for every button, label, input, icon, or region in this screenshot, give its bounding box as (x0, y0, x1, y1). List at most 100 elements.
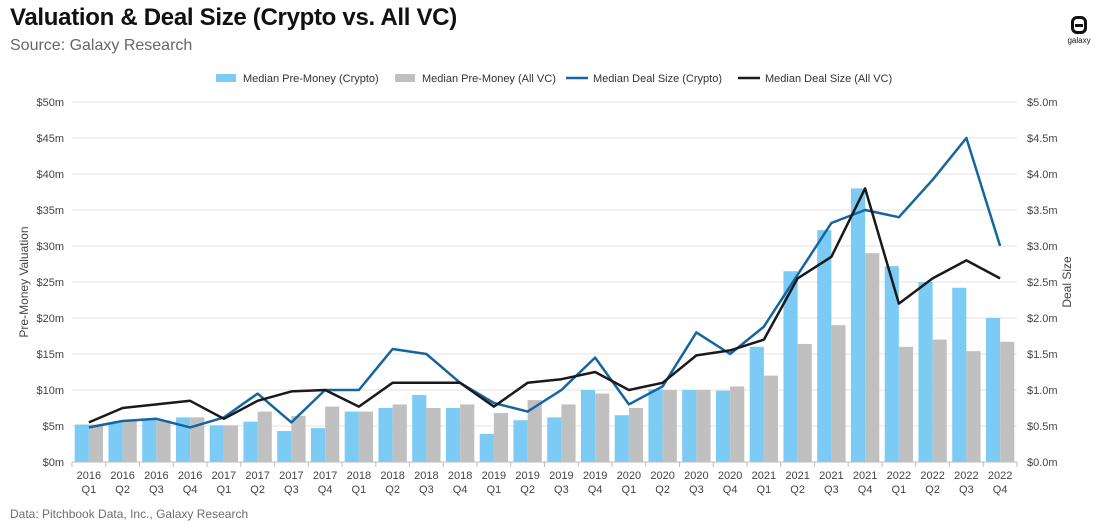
x-tick-label-quarter: Q3 (419, 484, 434, 496)
x-tick-label-quarter: Q2 (655, 484, 670, 496)
bar-pre-money-crypto (108, 422, 123, 462)
x-tick-label-year: 2017 (212, 470, 236, 482)
x-tick-label-year: 2019 (549, 470, 573, 482)
source-footnote: Data: Pitchbook Data, Inc., Galaxy Resea… (10, 507, 249, 521)
y2-axis-title: Deal Size (1060, 256, 1074, 308)
bar-pre-money-crypto (783, 271, 798, 462)
x-tick-label-quarter: Q3 (284, 484, 299, 496)
bar-pre-money-all-vc (932, 339, 947, 462)
x-tick-label-year: 2021 (853, 470, 877, 482)
bar-pre-money-crypto (310, 428, 326, 462)
y-tick-label: $45m (36, 133, 64, 145)
x-tick-label-quarter: Q1 (352, 484, 367, 496)
bar-pre-money-all-vc (898, 346, 914, 462)
bar-pre-money-all-vc (730, 386, 745, 462)
y2-tick-label: $2.5m (1027, 277, 1058, 289)
bar-pre-money-all-vc (122, 420, 137, 462)
bar-pre-money-all-vc (595, 393, 610, 462)
bar-pre-money-all-vc (358, 411, 374, 462)
chart-subtitle: Source: Galaxy Research (10, 37, 193, 54)
bar-pre-money-crypto (547, 417, 562, 462)
legend-item-deal-size-crypto-label: Median Deal Size (Crypto) (593, 73, 722, 85)
y-tick-label: $5m (43, 421, 64, 433)
bar-pre-money-crypto (445, 408, 461, 462)
x-tick-label-quarter: Q4 (183, 484, 198, 496)
y-tick-label: $20m (36, 313, 64, 325)
x-tick-label-quarter: Q2 (520, 484, 535, 496)
x-tick-label-year: 2022 (887, 470, 911, 482)
x-tick-label-quarter: Q1 (82, 484, 97, 496)
bar-pre-money-all-vc (257, 411, 272, 462)
bar-pre-money-all-vc (797, 343, 812, 462)
bar-pre-money-crypto (277, 431, 292, 462)
x-tick-label-quarter: Q3 (824, 484, 839, 496)
bar-pre-money-crypto (209, 425, 224, 462)
y-tick-label: $10m (36, 385, 64, 397)
bars-layer (74, 188, 1015, 462)
x-tick-label-year: 2020 (650, 470, 674, 482)
y2-tick-label: $0.0m (1027, 457, 1058, 469)
bar-pre-money-crypto (142, 418, 157, 462)
y2-tick-label: $3.0m (1027, 241, 1058, 253)
legend-item-pre-money-crypto-swatch (216, 74, 236, 82)
x-tick-label-year: 2018 (414, 470, 438, 482)
x-tick-label-quarter: Q1 (487, 484, 502, 496)
x-tick-label-quarter: Q3 (554, 484, 569, 496)
legend-item-pre-money-all-vc-swatch (395, 74, 415, 82)
bar-pre-money-crypto (648, 389, 663, 462)
x-tick-label-year: 2019 (482, 470, 506, 482)
bar-pre-money-all-vc (325, 406, 340, 462)
bar-pre-money-all-vc (662, 390, 677, 462)
bar-pre-money-all-vc (1000, 341, 1015, 462)
bar-pre-money-all-vc (527, 400, 542, 462)
x-tick-label-year: 2020 (718, 470, 742, 482)
x-tick-label-year: 2020 (617, 470, 641, 482)
x-tick-label-quarter: Q4 (723, 484, 738, 496)
x-tick-label-quarter: Q1 (217, 484, 232, 496)
legend-item-deal-size-all-vc-label: Median Deal Size (All VC) (765, 73, 892, 85)
x-tick-label-year: 2018 (347, 470, 371, 482)
x-tick-label-year: 2019 (515, 470, 539, 482)
y2-tick-label: $1.5m (1027, 349, 1058, 361)
bar-pre-money-crypto (344, 411, 359, 462)
x-tick-label-quarter: Q4 (993, 484, 1008, 496)
bar-pre-money-crypto (580, 390, 596, 462)
bar-pre-money-all-vc (291, 415, 306, 462)
x-tick-label-year: 2022 (988, 470, 1012, 482)
y-tick-label: $35m (36, 205, 64, 217)
y2-tick-label: $4.5m (1027, 133, 1058, 145)
legend-item-pre-money-crypto-label: Median Pre-Money (Crypto) (243, 73, 379, 85)
bar-pre-money-all-vc (460, 404, 475, 462)
line-deal-size-crypto (88, 136, 1002, 429)
x-tick-label-year: 2022 (954, 470, 978, 482)
x-tick-label-year: 2016 (144, 470, 168, 482)
y-tick-label: $30m (36, 241, 64, 253)
x-tick-label-quarter: Q2 (250, 484, 265, 496)
legend-item-pre-money-all-vc-label: Median Pre-Money (All VC) (422, 73, 556, 85)
x-tick-label-year: 2019 (583, 470, 607, 482)
bar-pre-money-all-vc (493, 413, 509, 462)
bar-pre-money-all-vc (966, 351, 981, 462)
x-tick-label-year: 2018 (448, 470, 472, 482)
bar-pre-money-all-vc (223, 425, 239, 462)
y-tick-label: $25m (36, 277, 64, 289)
bar-pre-money-crypto (715, 390, 731, 462)
galaxy-logo-icon (1071, 16, 1087, 34)
x-tick-label-year: 2020 (684, 470, 708, 482)
x-tick-label-quarter: Q4 (318, 484, 333, 496)
bar-pre-money-crypto (749, 346, 764, 462)
x-tick-label-quarter: Q1 (892, 484, 907, 496)
bar-pre-money-all-vc (763, 375, 779, 462)
x-tick-label-quarter: Q2 (385, 484, 400, 496)
galaxy-logo: galaxy (1064, 16, 1094, 45)
x-tick-label-quarter: Q2 (790, 484, 805, 496)
legend: Median Pre-Money (Crypto) Median Pre-Mone… (216, 73, 892, 85)
galaxy-logo-text: galaxy (1067, 36, 1091, 45)
y-tick-label: $15m (36, 349, 64, 361)
y2-tick-label: $5.0m (1027, 97, 1058, 109)
y2-tick-label: $0.5m (1027, 421, 1058, 433)
bar-pre-money-all-vc (156, 420, 171, 462)
x-tick-label-year: 2016 (77, 470, 101, 482)
y2-tick-label: $4.0m (1027, 169, 1058, 181)
